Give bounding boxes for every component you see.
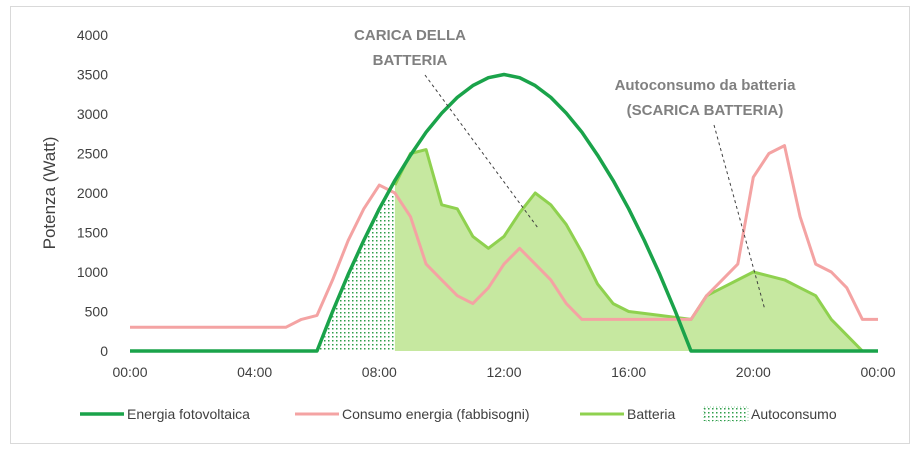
y-axis-title: Potenza (Watt): [40, 137, 59, 250]
legend-label-consumption: Consumo energia (fabbisogni): [342, 406, 530, 422]
annotation-discharge-text: (SCARICA BATTERIA): [627, 102, 784, 119]
x-tick-label: 04:00: [237, 364, 272, 380]
battery-layer: [394, 149, 878, 351]
legend-layer: Energia fotovoltaica Consumo energia (fab…: [80, 406, 837, 422]
consumption-line: [130, 144, 878, 329]
y-tick-label: 1500: [77, 225, 108, 241]
y-tick-label: 500: [85, 304, 109, 320]
legend-label-pv: Energia fotovoltaica: [127, 406, 250, 422]
annotations-layer: CARICA DELLA BATTERIA Autoconsumo da batte…: [354, 27, 797, 311]
battery-area: [394, 149, 878, 351]
annotation-charge-text: BATTERIA: [373, 52, 448, 69]
x-tick-label: 20:00: [736, 364, 771, 380]
annotation-discharge-leader: [713, 124, 766, 311]
legend-swatch-self-consumption: [703, 406, 749, 422]
battery-line: [393, 148, 878, 353]
y-tick-label: 3000: [77, 106, 108, 122]
annotation-charge-leader: [424, 74, 539, 229]
x-tick-label: 00:00: [860, 364, 895, 380]
y-tick-label: 2500: [77, 146, 108, 162]
x-tick-label: 16:00: [611, 364, 646, 380]
annotation-discharge-text: Autoconsumo da batteria: [615, 77, 797, 94]
legend-label-battery: Batteria: [627, 406, 675, 422]
y-tick-label: 1000: [77, 264, 108, 280]
pv-line: [130, 72, 878, 353]
y-tick-label: 2000: [77, 185, 108, 201]
y-tick-label: 3500: [77, 67, 108, 83]
series-lines-layer: [130, 72, 878, 353]
y-tick-label: 4000: [77, 27, 108, 43]
legend-label-self-consumption: Autoconsumo: [751, 406, 837, 422]
y-tick-label: 0: [100, 343, 108, 359]
x-tick-label: 12:00: [486, 364, 521, 380]
x-tick-label: 00:00: [112, 364, 147, 380]
axes-layer: 0 500 1000 1500 2000 2500 3000 3500 4000 00:00 04:…: [40, 27, 896, 380]
annotation-charge-text: CARICA DELLA: [354, 27, 466, 44]
x-tick-label: 08:00: [362, 364, 397, 380]
